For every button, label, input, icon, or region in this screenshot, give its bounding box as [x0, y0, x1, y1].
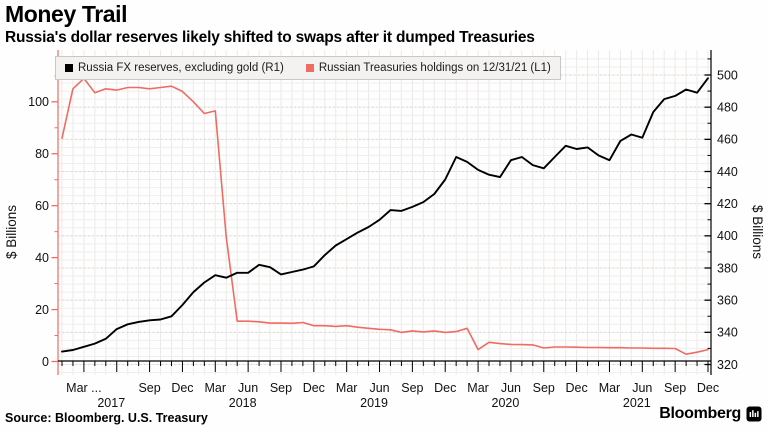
svg-text:20: 20 [35, 303, 49, 317]
svg-text:Dec: Dec [697, 381, 719, 395]
legend-swatch-red-icon [305, 64, 314, 72]
svg-text:420: 420 [717, 197, 738, 211]
svg-text:Sep: Sep [138, 381, 160, 395]
svg-text:380: 380 [717, 261, 738, 275]
svg-text:40: 40 [35, 251, 49, 265]
svg-text:Jun: Jun [238, 381, 258, 395]
svg-text:Dec: Dec [565, 381, 587, 395]
svg-text:Sep: Sep [270, 381, 292, 395]
left-axis: 0 20 40 60 80 100 $ Billions [4, 50, 59, 375]
series-line-treasuries [61, 77, 709, 356]
grid-layer [58, 50, 711, 375]
svg-text:100: 100 [28, 95, 49, 109]
svg-text:2019: 2019 [360, 396, 388, 410]
svg-text:2020: 2020 [492, 396, 520, 410]
svg-text:Jun: Jun [501, 381, 521, 395]
legend-swatch-black-icon [65, 64, 73, 72]
svg-text:0: 0 [42, 355, 49, 369]
svg-text:80: 80 [35, 147, 49, 161]
bloomberg-wordmark: Bloomberg [659, 405, 741, 422]
svg-text:Sep: Sep [533, 381, 555, 395]
x-axis: Mar ... Sep Dec Mar Jun Sep Dec Mar Jun Sep Dec Mar… [58, 360, 719, 410]
svg-text:60: 60 [35, 199, 49, 213]
svg-text:2017: 2017 [97, 396, 125, 410]
svg-text:480: 480 [717, 100, 738, 114]
svg-text:500: 500 [717, 68, 738, 82]
legend-label-treasuries: Russian Treasuries holdings on 12/31/21 … [318, 62, 551, 74]
svg-text:Mar ...: Mar ... [66, 381, 101, 395]
svg-text:Sep: Sep [401, 381, 423, 395]
legend-item-fx-reserves: Russia FX reserves, excluding gold (R1) [65, 62, 284, 74]
chart-subtitle: Russia's dollar reserves likely shifted … [5, 29, 535, 46]
legend-label-fx-reserves: Russia FX reserves, excluding gold (R1) [78, 62, 284, 74]
svg-text:Mar: Mar [599, 381, 621, 395]
svg-text:Jun: Jun [369, 381, 389, 395]
svg-text:Sep: Sep [664, 381, 686, 395]
source-note: Source: Bloomberg. U.S. Treasury [5, 411, 208, 425]
legend-item-treasuries: Russian Treasuries holdings on 12/31/21 … [305, 62, 551, 74]
svg-text:Mar: Mar [205, 381, 227, 395]
svg-text:Jun: Jun [632, 381, 652, 395]
svg-text:Dec: Dec [303, 381, 325, 395]
svg-text:$ Billions: $ Billions [750, 205, 765, 259]
bloomberg-terminal-icon [746, 406, 762, 422]
svg-text:2018: 2018 [229, 396, 257, 410]
bloomberg-logo: Bloomberg [659, 405, 762, 423]
svg-text:400: 400 [717, 229, 738, 243]
svg-text:2021: 2021 [623, 396, 651, 410]
svg-text:460: 460 [717, 133, 738, 147]
right-axis: 320 340 360 380 400 420 440 460 480 500 $ Billions [704, 50, 765, 375]
svg-text:Dec: Dec [171, 381, 193, 395]
svg-text:340: 340 [717, 326, 738, 340]
svg-text:Dec: Dec [434, 381, 456, 395]
series-line-fx-reserves [61, 77, 709, 353]
chart-legend: Russia FX reserves, excluding gold (R1) … [55, 56, 561, 80]
svg-text:Mar: Mar [467, 381, 489, 395]
svg-text:$ Billions: $ Billions [4, 205, 19, 259]
svg-text:360: 360 [717, 293, 738, 307]
svg-text:320: 320 [717, 358, 738, 372]
svg-text:440: 440 [717, 165, 738, 179]
chart-title: Money Trail [5, 1, 128, 27]
svg-text:Mar: Mar [336, 381, 358, 395]
